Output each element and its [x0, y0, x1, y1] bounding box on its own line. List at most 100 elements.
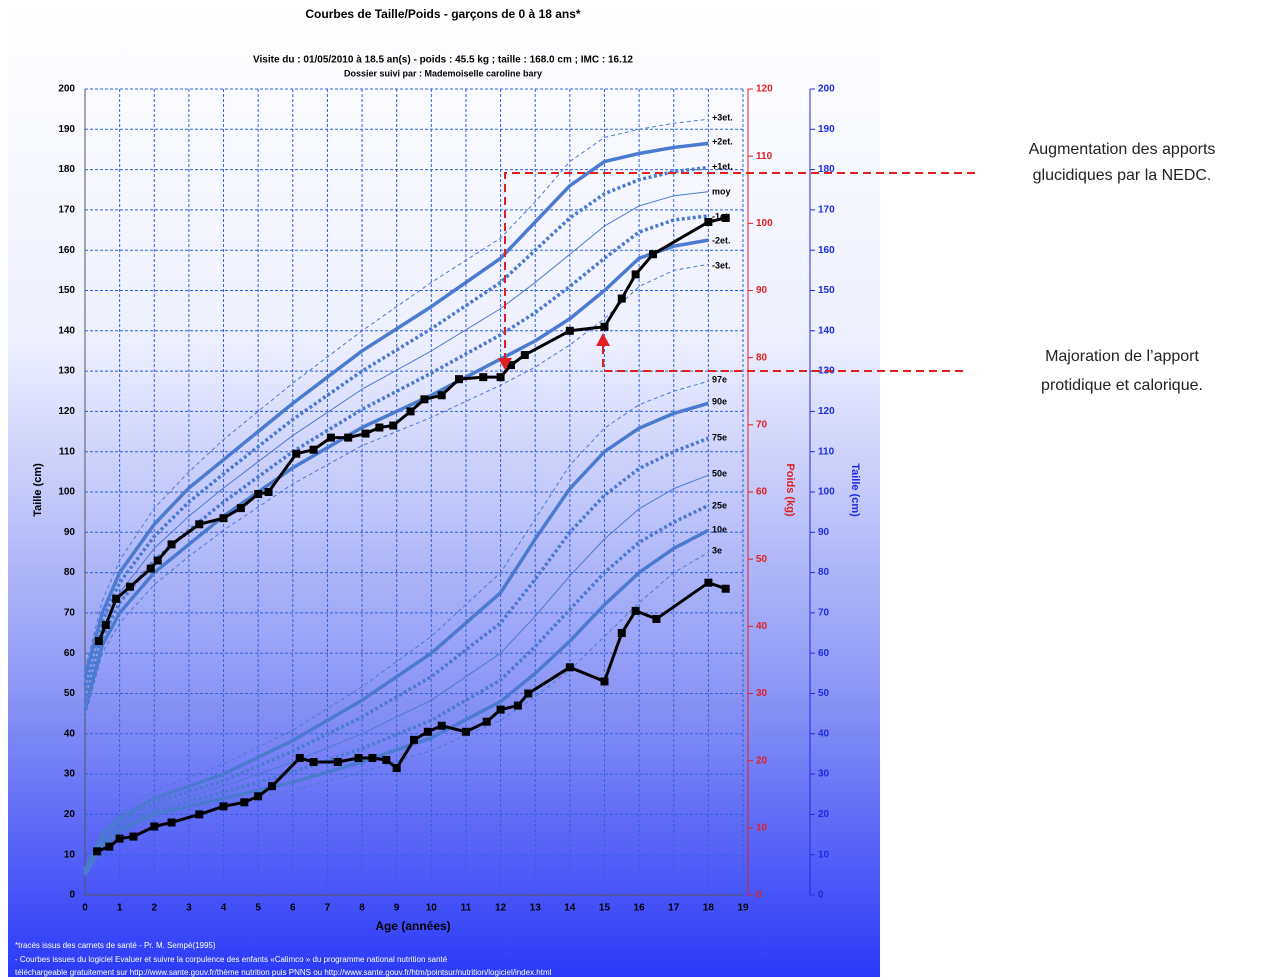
legend-label: moy — [712, 186, 731, 196]
marker — [150, 822, 159, 831]
marker — [600, 677, 609, 686]
y2-tick-label: 0 — [756, 890, 762, 901]
legend-label: 90e — [712, 396, 727, 406]
marker — [479, 373, 488, 382]
y2-tick-label: 10 — [756, 822, 768, 833]
marker — [600, 322, 609, 331]
x-axis-title: Age (années) — [375, 919, 450, 933]
reference-curve — [84, 552, 709, 877]
footnote: *tracés issus des carnets de santé - Pr.… — [15, 941, 216, 950]
marker — [254, 490, 263, 499]
reference-curve — [83, 401, 709, 871]
legend-label: +3et. — [712, 112, 733, 122]
marker — [631, 606, 640, 615]
x-tick-label: 11 — [461, 903, 472, 914]
x-tick-label: 13 — [530, 903, 542, 914]
marker — [406, 407, 415, 416]
y2-tick-label: 60 — [756, 487, 768, 498]
y2-tick-label: 80 — [756, 352, 768, 363]
legend-label: -1et. — [712, 211, 731, 221]
y-tick-label: 70 — [64, 608, 76, 619]
y-tick-label: 30 — [64, 769, 76, 780]
y-tick-label: 130 — [58, 366, 75, 377]
y-tick-label: 160 — [58, 245, 75, 256]
marker — [617, 294, 626, 303]
x-tick-label: 17 — [668, 903, 680, 914]
y-axis-title: Taille (cm) — [32, 463, 44, 517]
y2-tick-label: 120 — [756, 84, 773, 95]
legend-label: +2et. — [712, 136, 733, 146]
reference-curve — [84, 474, 709, 873]
marker — [167, 540, 176, 549]
x-tick-label: 0 — [82, 903, 88, 914]
reference-curve — [84, 118, 709, 670]
marker — [506, 361, 515, 370]
x-tick-label: 14 — [564, 903, 576, 914]
marker — [344, 433, 353, 442]
y-tick-label: 100 — [58, 487, 75, 498]
marker — [112, 594, 121, 603]
marker — [219, 514, 228, 523]
annotation-text: Majoration de l’apport — [1045, 348, 1199, 365]
marker — [264, 488, 273, 496]
y3-tick-label: 50 — [818, 688, 830, 699]
x-tick-label: 19 — [737, 903, 749, 914]
annotation-text: protidique et calorique. — [1041, 377, 1203, 394]
annotation-text: glucidiques par la NEDC. — [1033, 167, 1212, 184]
marker — [420, 395, 429, 404]
marker — [524, 689, 533, 698]
y3-tick-label: 170 — [818, 205, 835, 216]
annotation-line — [602, 346, 965, 372]
marker — [101, 620, 110, 629]
y3-tick-label: 160 — [818, 245, 835, 256]
y-tick-label: 40 — [64, 728, 76, 739]
marker — [126, 582, 135, 591]
y3-axis-title: Taille (cm) — [849, 463, 861, 517]
marker — [94, 637, 103, 646]
marker — [195, 520, 204, 529]
x-tick-label: 5 — [255, 903, 261, 914]
marker — [236, 504, 245, 513]
marker — [240, 798, 249, 807]
y3-tick-label: 20 — [818, 809, 830, 820]
x-tick-label: 12 — [495, 903, 507, 914]
legend-label: 10e — [712, 524, 727, 534]
reference-curve — [83, 503, 710, 875]
y-tick-label: 90 — [64, 527, 76, 538]
legend-label: +1et. — [712, 161, 733, 171]
y3-tick-label: 100 — [818, 487, 835, 498]
reference-curve — [84, 380, 709, 869]
marker — [375, 423, 384, 432]
y3-tick-label: 70 — [818, 608, 830, 619]
legend-label: -2et. — [712, 235, 731, 245]
y-tick-label: 140 — [58, 325, 75, 336]
marker — [565, 326, 574, 335]
y3-tick-label: 110 — [818, 446, 835, 457]
y-tick-label: 120 — [58, 406, 75, 417]
reference-curve — [84, 263, 709, 718]
x-tick-label: 18 — [703, 903, 715, 914]
y-tick-label: 170 — [58, 205, 75, 216]
marker — [648, 250, 657, 259]
y3-tick-label: 190 — [818, 124, 835, 135]
x-tick-label: 3 — [186, 903, 192, 914]
marker — [382, 755, 391, 764]
y2-tick-label: 70 — [756, 419, 768, 430]
marker — [392, 764, 401, 773]
marker — [721, 213, 730, 222]
marker — [153, 556, 162, 565]
marker — [721, 584, 730, 593]
footnote: téléchargeable gratuitement sur http://w… — [15, 968, 552, 977]
reference-curve — [83, 141, 709, 678]
y3-tick-label: 180 — [818, 164, 835, 175]
marker — [333, 758, 342, 767]
marker — [423, 727, 432, 736]
marker — [704, 217, 713, 226]
marker — [326, 433, 335, 442]
x-tick-label: 1 — [117, 903, 123, 914]
y3-tick-label: 10 — [818, 849, 830, 860]
patient-line — [97, 216, 727, 642]
y3-tick-label: 90 — [818, 527, 830, 538]
subtitle: Visite du : 01/05/2010 à 18.5 an(s) - po… — [253, 55, 633, 66]
